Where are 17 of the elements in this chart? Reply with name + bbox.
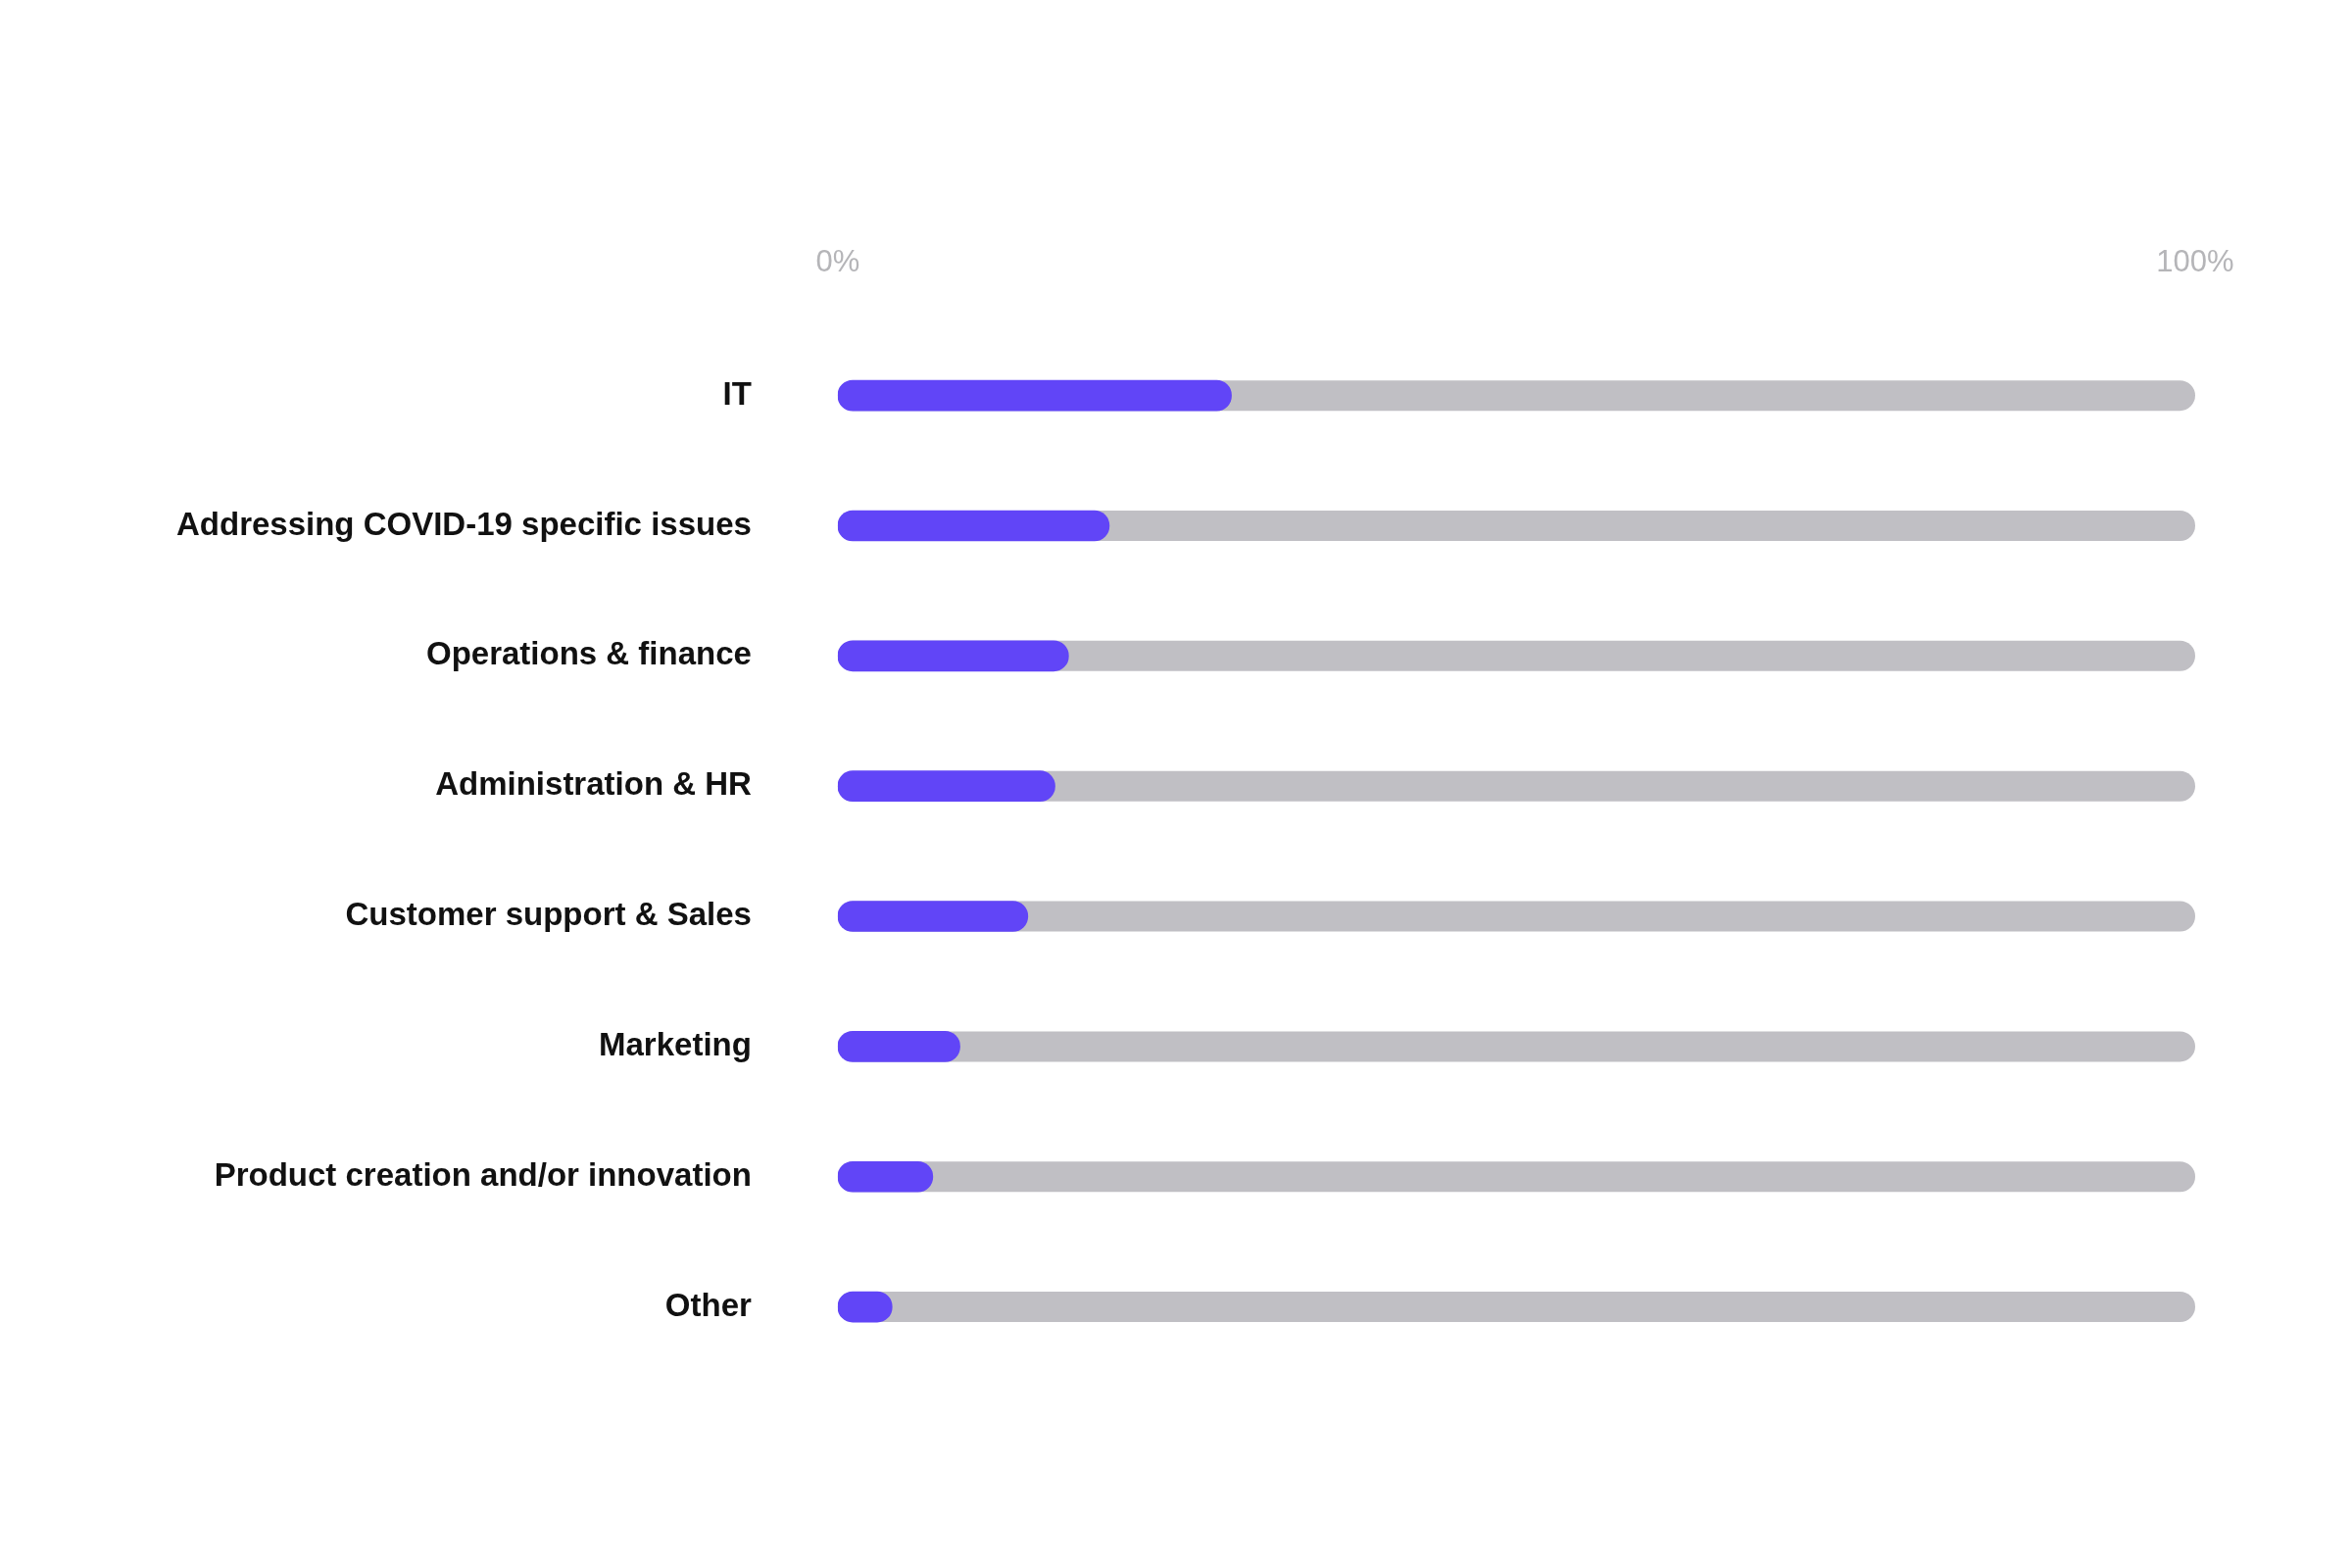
y-tick-label: Other — [664, 1286, 753, 1323]
x-tick-label: 0% — [815, 244, 860, 279]
y-tick-label: Marketing — [599, 1025, 752, 1062]
bar — [837, 640, 1069, 672]
y-tick-label: IT — [722, 374, 752, 412]
y-tick-label: Product creation and/or innovation — [214, 1155, 752, 1193]
bar — [837, 1031, 960, 1062]
bar — [837, 901, 1029, 932]
y-tick-label: Administration & HR — [435, 765, 753, 803]
y-tick-label: Customer support & Sales — [345, 896, 752, 933]
bar — [837, 379, 1232, 412]
y-tick-label: Addressing COVID-19 specific issues — [175, 505, 752, 542]
x-tick-label: 100% — [2156, 244, 2234, 279]
bar — [837, 770, 1055, 803]
bar — [837, 1160, 934, 1193]
y-tick-label: Operations & finance — [425, 635, 752, 672]
bar — [837, 510, 1110, 542]
